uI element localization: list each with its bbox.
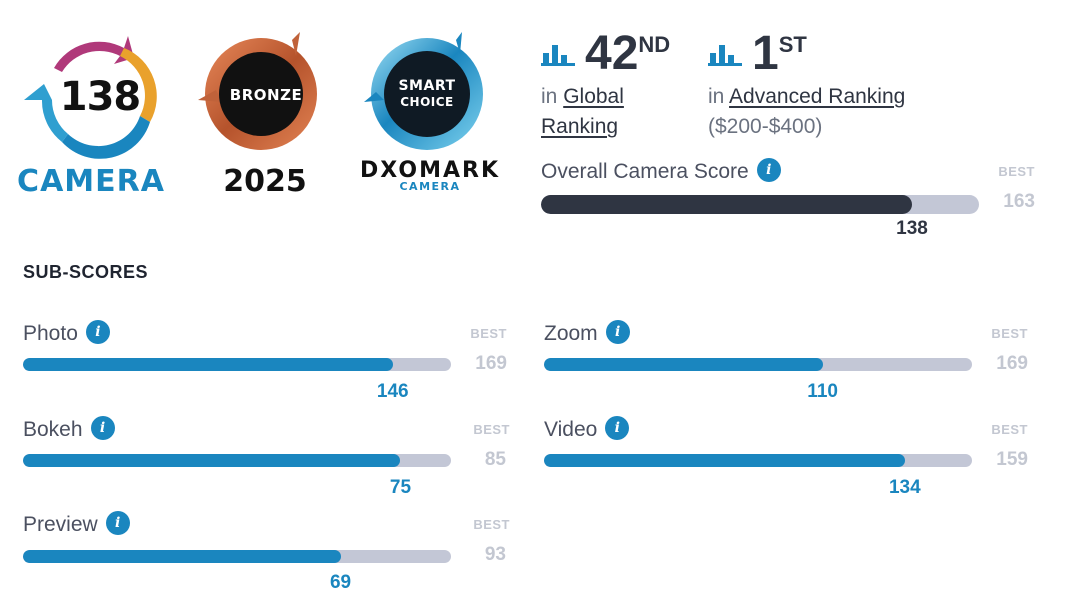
bronze-medal-icon — [198, 32, 317, 150]
global-ranking-link[interactable]: Global Ranking — [541, 85, 624, 138]
zoom-score-fill — [544, 358, 823, 371]
bronze-label-badge — [196, 30, 326, 160]
preview-score-bar — [23, 550, 451, 563]
global-rank-suffix: ND — [638, 32, 671, 57]
photo-best-value: 169 — [475, 353, 507, 374]
advanced-ranking-link[interactable]: Advanced Ranking — [729, 85, 906, 108]
video-label-row: Video i — [544, 416, 630, 442]
video-score-bar — [544, 454, 972, 467]
photo-score-value: 146 — [376, 381, 409, 402]
smart-choice-ring-icon — [364, 32, 483, 150]
video-label: Video — [544, 418, 598, 441]
overall-score-bar — [541, 195, 979, 214]
bronze-label-text: BRONZE — [229, 86, 303, 104]
preview-best-value: 93 — [484, 544, 506, 565]
zoom-best-value: 169 — [996, 353, 1028, 374]
preview-best-label: BEST — [473, 517, 510, 532]
info-icon[interactable]: i — [756, 158, 781, 183]
camera-score-value: 138 — [59, 74, 142, 120]
camera-score-badge — [22, 30, 162, 160]
zoom-label: Zoom — [544, 322, 598, 345]
overall-score-label: Overall Camera Score — [541, 160, 749, 183]
advanced-rank-suffix: ST — [778, 32, 807, 57]
advanced-rank-number: 1 — [752, 27, 779, 80]
bokeh-label: Bokeh — [23, 418, 83, 441]
bokeh-score-bar — [23, 454, 451, 467]
global-rank-number: 42 — [585, 27, 639, 80]
bokeh-best-label: BEST — [473, 422, 510, 437]
preview-score-fill — [23, 550, 341, 563]
photo-label: Photo — [23, 322, 78, 345]
camera-badge-ring-icon — [24, 36, 157, 159]
camera-badge-label: CAMERA — [17, 164, 165, 199]
bokeh-score-fill — [23, 454, 401, 467]
advanced-rank: 1ST in Advanced Ranking ($200-$400) — [708, 30, 968, 142]
global-rank: 42ND in Global Ranking — [541, 30, 701, 142]
bokeh-label-row: Bokeh i — [23, 416, 115, 442]
zoom-score-bar — [544, 358, 972, 371]
info-icon[interactable]: i — [605, 320, 630, 345]
overall-best-label: BEST — [998, 164, 1035, 179]
preview-score-value: 69 — [329, 572, 352, 593]
advanced-rank-range: ($200-$400) — [708, 115, 823, 138]
global-rank-prefix: in — [541, 85, 558, 108]
overall-score-fill — [541, 195, 912, 214]
video-score-value: 134 — [888, 477, 921, 498]
bar-chart-icon — [708, 45, 742, 66]
zoom-label-row: Zoom i — [544, 320, 630, 346]
bar-chart-icon — [541, 45, 575, 66]
zoom-score-value: 110 — [807, 381, 838, 402]
bokeh-score-value: 75 — [389, 477, 412, 498]
photo-label-row: Photo i — [23, 320, 110, 346]
subscores-title: SUB-SCORES — [23, 262, 149, 282]
dxomark-logo-text: DXOMARK — [359, 158, 501, 183]
dxomark-logo-subtext: CAMERA — [399, 180, 461, 193]
overall-best-value: 163 — [1003, 191, 1035, 212]
video-best-value: 159 — [996, 449, 1028, 470]
zoom-best-label: BEST — [991, 326, 1028, 341]
smart-line2: CHOICE — [400, 95, 454, 109]
info-icon[interactable]: i — [85, 320, 110, 345]
smart-choice-badge — [362, 30, 492, 160]
overall-score-value: 138 — [896, 218, 928, 239]
preview-label: Preview — [23, 513, 98, 536]
smart-choice-text: SMART CHOICE — [372, 78, 482, 110]
preview-label-row: Preview i — [23, 511, 130, 537]
bokeh-best-value: 85 — [484, 449, 506, 470]
photo-score-fill — [23, 358, 393, 371]
info-icon[interactable]: i — [105, 511, 130, 536]
bronze-year: 2025 — [223, 164, 307, 199]
video-best-label: BEST — [991, 422, 1028, 437]
overall-score-label-row: Overall Camera Score i — [541, 158, 781, 184]
photo-best-label: BEST — [470, 326, 507, 341]
info-icon[interactable]: i — [90, 416, 115, 441]
info-icon[interactable]: i — [605, 416, 630, 441]
advanced-rank-prefix: in — [708, 85, 725, 108]
photo-score-bar — [23, 358, 451, 371]
video-score-fill — [544, 454, 905, 467]
smart-line1: SMART — [398, 78, 456, 94]
